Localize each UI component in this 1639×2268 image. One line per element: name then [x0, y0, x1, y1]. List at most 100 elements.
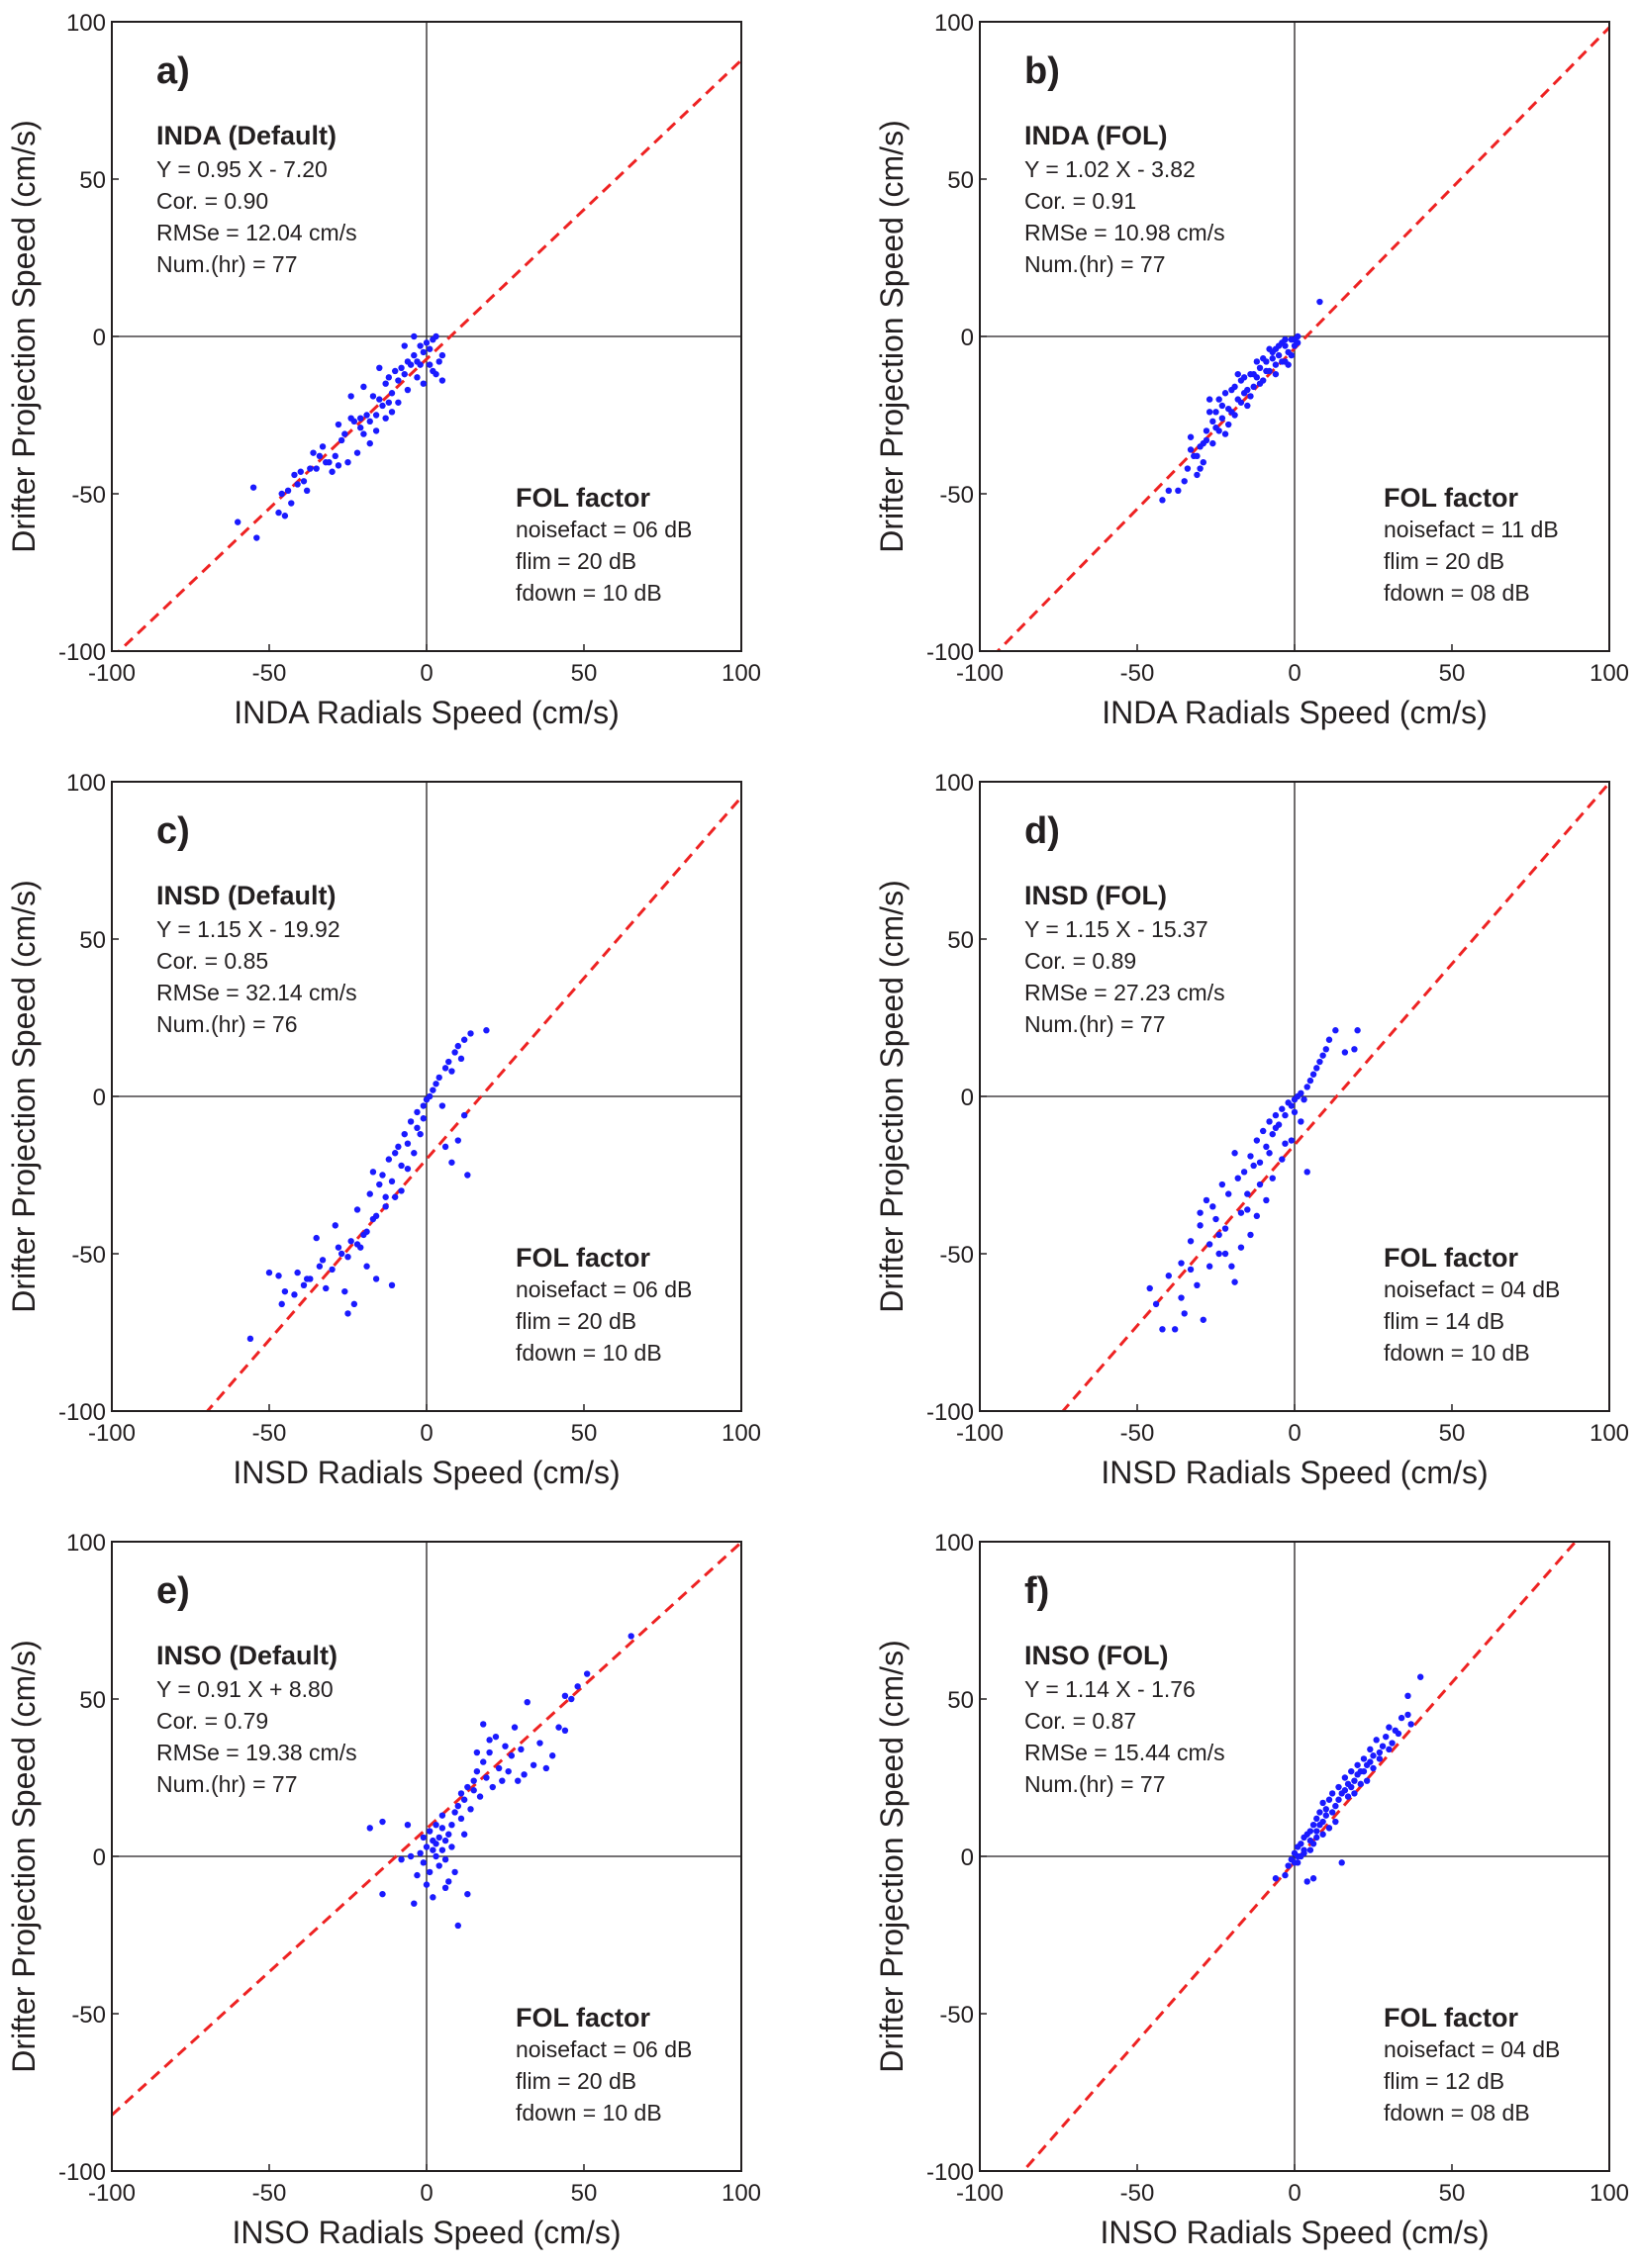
stats-title: INSD (FOL) [1024, 881, 1167, 910]
regression-line [117, 58, 741, 651]
data-point [435, 1834, 442, 1842]
data-point [426, 345, 434, 352]
data-point [1288, 1102, 1296, 1109]
data-point [1319, 1052, 1326, 1059]
factor-line: fdown = 10 dB [516, 580, 662, 606]
scatter-panel-5: -100 -50 0 50 100 -100 -50 0 50 100 INSO Radials S… [6, 1530, 761, 2250]
stats-line: Y = 0.91 X + 8.80 [156, 1676, 334, 1702]
data-point [249, 484, 257, 491]
panel-letter: c) [156, 810, 190, 852]
data-point [1146, 1284, 1153, 1292]
stats-line: RMSe = 27.23 cm/s [1024, 980, 1225, 1005]
data-point [1367, 1746, 1374, 1753]
y-tick-label: 50 [947, 1687, 974, 1714]
data-point [568, 1695, 575, 1703]
data-point [323, 1284, 330, 1292]
data-point [1250, 370, 1257, 378]
x-tick-label: 50 [571, 660, 598, 687]
data-point [480, 1721, 487, 1728]
data-point [297, 468, 304, 475]
stats-line: Y = 1.15 X - 15.37 [1024, 916, 1208, 942]
data-point [363, 412, 370, 419]
data-point [1288, 351, 1296, 359]
data-point [404, 1165, 412, 1173]
data-point [1325, 1796, 1333, 1803]
data-point [335, 421, 342, 428]
stats-line: Num.(hr) = 77 [1024, 1771, 1166, 1797]
data-point [433, 1822, 439, 1829]
data-point [460, 1111, 468, 1119]
x-tick-label: -100 [88, 2180, 136, 2207]
data-point [486, 1737, 493, 1744]
y-tick-label: 50 [947, 167, 974, 194]
data-point [1306, 1828, 1314, 1835]
data-point [1319, 1799, 1326, 1807]
data-point [284, 487, 292, 495]
factor-line: flim = 14 dB [1384, 1308, 1504, 1334]
x-axis-label: INSD Radials Speed (cm/s) [233, 1455, 620, 1490]
data-point [480, 1758, 487, 1765]
data-point [1237, 1244, 1245, 1251]
y-tick-label: 0 [961, 325, 974, 351]
data-point [492, 1733, 500, 1741]
fol-factor-annotation: FOL factor noisefact = 04 dB flim = 14 dB f… [1384, 1243, 1560, 1366]
data-point [441, 1855, 449, 1863]
x-tick-label: -50 [252, 2180, 287, 2207]
y-tick-label: -50 [71, 1242, 106, 1269]
data-point [1209, 439, 1216, 447]
y-tick-label: -50 [939, 1242, 974, 1269]
stats-title: INSD (Default) [156, 881, 337, 910]
stats-line: Y = 1.14 X - 1.76 [1024, 1676, 1196, 1702]
x-tick-label: 100 [722, 2180, 761, 2207]
data-point [441, 1884, 449, 1892]
data-point [1200, 439, 1206, 447]
data-point [1218, 402, 1226, 410]
data-point [341, 430, 348, 437]
data-point [1209, 1203, 1216, 1210]
data-point [1370, 1752, 1377, 1759]
data-point [401, 370, 408, 378]
data-point [438, 1825, 446, 1832]
data-point [392, 367, 399, 375]
data-point [524, 1698, 530, 1706]
data-point [382, 380, 389, 387]
data-point [457, 1815, 465, 1823]
data-point [1322, 1046, 1330, 1053]
data-point [401, 342, 408, 349]
data-point [294, 1269, 301, 1276]
data-point [335, 1244, 342, 1251]
factor-line: noisefact = 06 dB [516, 517, 692, 542]
data-point [1205, 409, 1213, 416]
stats-title: INDA (FOL) [1024, 121, 1167, 150]
x-axis-label: INSD Radials Speed (cm/s) [1101, 1455, 1488, 1490]
data-point [1303, 1169, 1310, 1176]
data-point [464, 1890, 471, 1898]
data-point [1231, 1278, 1238, 1285]
data-point [435, 1862, 442, 1869]
data-point [1263, 1196, 1270, 1204]
data-point [467, 1806, 474, 1813]
data-point [332, 1222, 338, 1229]
data-point [1187, 1266, 1195, 1274]
x-tick-label: 0 [1288, 2180, 1301, 2207]
data-point [508, 1752, 516, 1759]
y-tick-label: 100 [66, 770, 106, 797]
data-point [385, 399, 393, 406]
data-point [1228, 1263, 1235, 1270]
data-point [1325, 1036, 1333, 1043]
data-point [1171, 1326, 1179, 1333]
data-point [366, 418, 373, 425]
data-point [1272, 361, 1280, 368]
data-point [445, 1831, 452, 1838]
data-point [476, 1793, 484, 1800]
y-axis-label: Drifter Projection Speed (cm/s) [874, 120, 910, 552]
factor-line: noisefact = 06 dB [516, 2036, 692, 2062]
data-point [420, 1834, 428, 1842]
data-point [407, 1118, 415, 1125]
y-tick-label: -50 [71, 482, 106, 509]
y-axis-label: Drifter Projection Speed (cm/s) [6, 120, 42, 552]
data-point [1272, 370, 1280, 378]
plot-area [980, 22, 1609, 651]
data-point [1272, 1111, 1280, 1119]
data-point [1417, 1673, 1424, 1680]
